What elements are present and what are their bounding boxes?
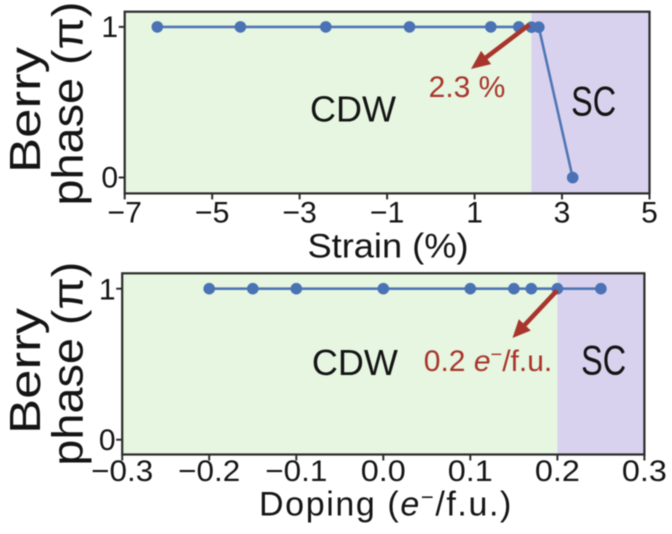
svg-text:CDW: CDW xyxy=(312,342,398,383)
svg-text:1: 1 xyxy=(101,11,118,44)
svg-text:phase (π): phase (π) xyxy=(44,2,93,206)
svg-text:Doping (e−/f.u.): Doping (e−/f.u.) xyxy=(259,485,513,524)
svg-text:−0.2: −0.2 xyxy=(178,455,240,488)
svg-text:0.2: 0.2 xyxy=(535,455,580,488)
svg-text:2.3 %: 2.3 % xyxy=(429,71,506,104)
svg-text:1: 1 xyxy=(466,196,483,229)
svg-text:−0.1: −0.1 xyxy=(265,455,327,488)
svg-text:−0.3: −0.3 xyxy=(91,455,153,488)
svg-text:SC: SC xyxy=(571,78,616,125)
svg-text:0: 0 xyxy=(101,162,118,195)
svg-text:CDW: CDW xyxy=(310,88,396,129)
svg-text:−7: −7 xyxy=(107,196,142,229)
svg-text:Berry: Berry xyxy=(1,47,50,173)
svg-text:−5: −5 xyxy=(195,196,230,229)
svg-text:0: 0 xyxy=(99,424,116,457)
svg-text:1: 1 xyxy=(99,273,116,306)
svg-text:5: 5 xyxy=(641,196,658,229)
svg-text:Berry: Berry xyxy=(1,308,50,434)
svg-text:−3: −3 xyxy=(282,196,317,229)
svg-text:Strain (%): Strain (%) xyxy=(308,228,469,266)
svg-text:0.2 e−/f.u.: 0.2 e−/f.u. xyxy=(424,344,552,378)
svg-text:phase (π): phase (π) xyxy=(44,262,93,466)
svg-text:SC: SC xyxy=(581,336,626,383)
svg-text:0.0: 0.0 xyxy=(361,455,406,488)
svg-text:0.1: 0.1 xyxy=(448,455,493,488)
svg-text:0.3: 0.3 xyxy=(622,455,667,488)
svg-text:3: 3 xyxy=(554,196,571,229)
svg-text:−1: −1 xyxy=(370,196,405,229)
